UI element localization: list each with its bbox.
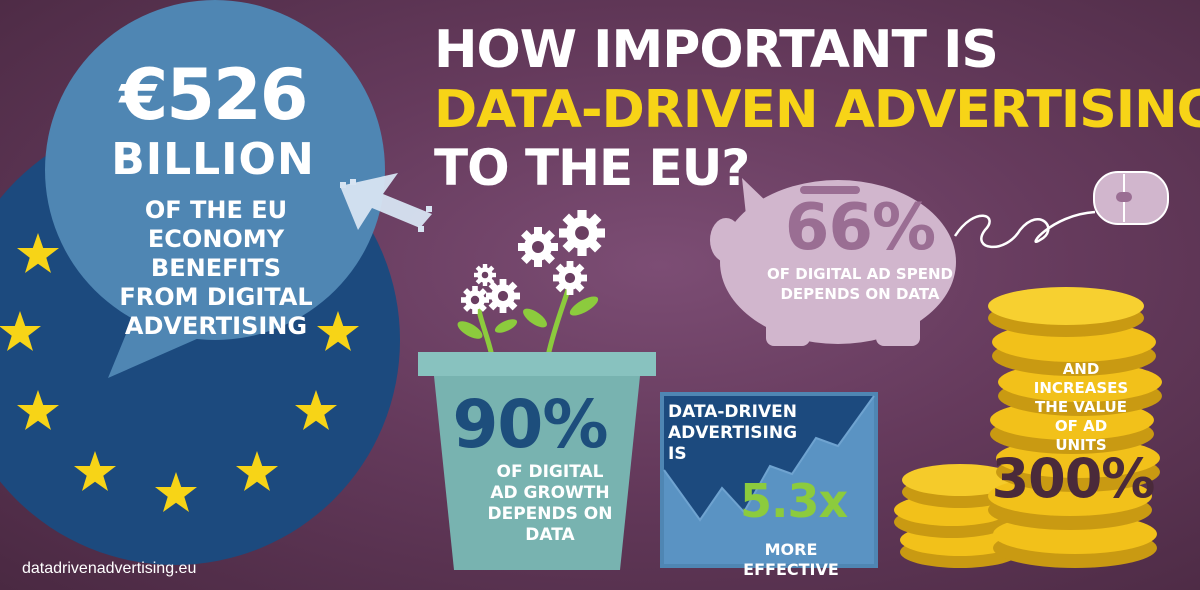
economy-unit: BILLION — [111, 134, 315, 185]
effectiveness-caption: MORE EFFECTIVE — [743, 540, 839, 579]
ad-growth-caption-line: AD GROWTH — [490, 483, 610, 503]
ad-units-caption-line: OF AD — [1054, 417, 1108, 435]
headline-line-2: DATA-DRIVEN ADVERTISING — [434, 80, 1200, 140]
computer-mouse-icon — [1093, 171, 1169, 225]
effectiveness-title-line: ADVERTISING IS — [668, 423, 798, 464]
ad-growth-caption-line: DATA — [525, 525, 575, 545]
ad-spend-caption-line: OF DIGITAL AD SPEND — [767, 265, 953, 283]
piggy-bank-icon — [710, 178, 1096, 346]
ad-spend-caption: OF DIGITAL AD SPEND DEPENDS ON DATA — [730, 264, 990, 304]
ad-growth-caption: OF DIGITAL AD GROWTH DEPENDS ON DATA — [470, 462, 630, 546]
headline-line-1: HOW IMPORTANT IS — [434, 20, 999, 80]
gear-flowers-icon — [457, 210, 605, 357]
speech-bubble-icon — [45, 0, 385, 378]
economy-caption-line: OF THE EU — [144, 196, 288, 224]
ad-spend-percent: 66% — [784, 191, 936, 265]
effectiveness-title-line: DATA-DRIVEN — [668, 402, 797, 422]
ad-spend-caption-line: DEPENDS ON DATA — [780, 285, 940, 303]
ad-units-caption-line: THE VALUE — [1035, 398, 1127, 416]
ad-units-caption-line: INCREASES — [1033, 379, 1129, 397]
ad-growth-caption-line: DEPENDS ON — [487, 504, 613, 524]
ad-units-caption-line: AND — [1062, 360, 1100, 378]
coin-stack-icon — [894, 287, 1162, 568]
ad-units-caption-line: UNITS — [1055, 436, 1107, 454]
economy-caption-line: ADVERTISING — [124, 312, 308, 340]
ad-growth-percent: 90% — [452, 386, 609, 463]
ad-growth-caption-line: OF DIGITAL — [496, 462, 604, 482]
economy-caption-line: FROM DIGITAL — [119, 283, 313, 311]
economy-caption: OF THE EU ECONOMY BENEFITS FROM DIGITAL … — [92, 196, 340, 341]
trend-chart-icon — [660, 392, 878, 568]
effectiveness-title: DATA-DRIVEN ADVERTISING IS — [668, 402, 818, 465]
headline-line-3: TO THE EU? — [434, 139, 750, 197]
ad-units-percent: 300% — [991, 447, 1156, 510]
economy-amount: €526 — [119, 54, 309, 136]
effectiveness-value: 5.3x — [740, 474, 848, 528]
ad-units-caption: AND INCREASES THE VALUE OF AD UNITS — [1010, 360, 1152, 455]
economy-caption-line: ECONOMY BENEFITS — [147, 225, 285, 282]
cursor-arrow-icon — [340, 173, 432, 232]
footer-url: datadrivenadvertising.eu — [22, 560, 197, 577]
flower-pot-icon — [418, 352, 656, 570]
